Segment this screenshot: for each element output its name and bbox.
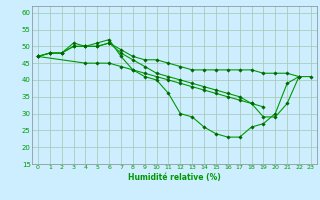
X-axis label: Humidité relative (%): Humidité relative (%) xyxy=(128,173,221,182)
